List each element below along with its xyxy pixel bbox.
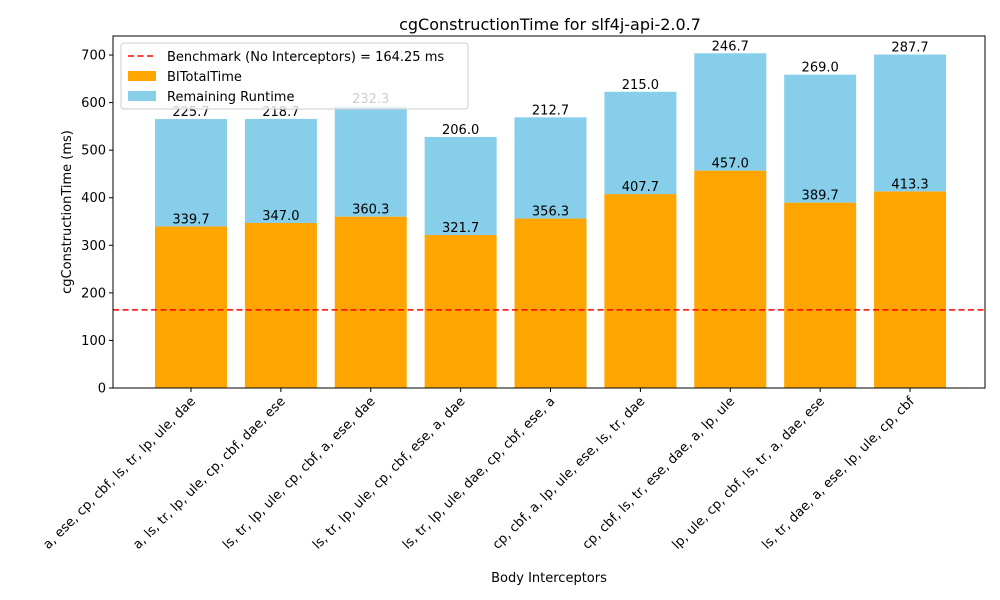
data-label-remaining-runtime: 246.7 [712, 39, 749, 54]
y-tick-label: 500 [81, 144, 106, 159]
legend-frame [120, 42, 469, 110]
data-label-bitotaltime: 339.7 [172, 212, 209, 227]
legend-label-bitotaltime: BITotalTime [167, 70, 242, 85]
bar-bitotaltime [155, 226, 227, 388]
data-label-remaining-runtime: 269.0 [802, 61, 839, 76]
data-label-bitotaltime: 347.0 [262, 209, 299, 224]
data-label-bitotaltime: 321.7 [442, 221, 479, 236]
chart-title: cgConstructionTime for slf4j-api-2.0.7 [399, 15, 701, 34]
bar-remaining-runtime [604, 91, 677, 195]
legend-swatch-remaining-runtime [128, 91, 156, 101]
bar-bitotaltime [514, 218, 587, 388]
y-tick-label: 200 [81, 286, 106, 301]
data-label-remaining-runtime: 212.7 [532, 103, 569, 118]
bar-remaining-runtime [784, 74, 857, 203]
data-label-bitotaltime: 457.0 [712, 157, 749, 172]
bar-bitotaltime [334, 216, 407, 388]
bar-bitotaltime [874, 191, 947, 388]
y-tick-label: 600 [81, 96, 106, 111]
y-tick-label: 100 [81, 334, 106, 349]
y-tick-label: 400 [81, 191, 106, 206]
bar-remaining-runtime [244, 118, 317, 223]
legend-label-remaining-runtime: Remaining Runtime [167, 90, 294, 105]
data-label-bitotaltime: 407.7 [622, 180, 659, 195]
data-label-bitotaltime: 356.3 [532, 205, 569, 220]
bar-remaining-runtime [874, 54, 947, 192]
data-label-bitotaltime: 389.7 [802, 189, 839, 204]
bar-bitotaltime [784, 202, 857, 388]
bars-group [155, 53, 947, 388]
bar-bitotaltime [424, 234, 497, 388]
data-label-bitotaltime: 360.3 [352, 203, 389, 218]
bar-bitotaltime [244, 222, 317, 388]
legend: Benchmark (No Interceptors) = 164.25 ms B… [120, 42, 469, 110]
legend-label-benchmark: Benchmark (No Interceptors) = 164.25 ms [167, 50, 444, 65]
legend-swatch-bitotaltime [128, 71, 156, 81]
bar-bitotaltime [604, 194, 677, 388]
y-tick-label: 0 [98, 382, 106, 397]
data-label-remaining-runtime: 215.0 [622, 78, 659, 93]
y-axis: 0 100 200 300 400 500 600 700 [81, 49, 113, 397]
y-tick-label: 700 [81, 49, 106, 64]
data-label-remaining-runtime: 287.7 [891, 41, 928, 56]
bar-remaining-runtime [424, 136, 497, 235]
data-label-bitotaltime: 413.3 [891, 177, 928, 192]
bar-remaining-runtime [514, 117, 587, 219]
plot-frame [112, 35, 986, 389]
bar-remaining-runtime [334, 106, 407, 217]
bar-remaining-runtime [155, 119, 227, 227]
bar-remaining-runtime [694, 53, 767, 171]
x-axis-label: Body Interceptors [491, 571, 607, 586]
bar-bitotaltime [694, 170, 767, 388]
data-label-remaining-runtime: 206.0 [442, 123, 479, 138]
y-axis-label: cgConstructionTime (ms) [60, 130, 75, 294]
y-tick-label: 300 [81, 239, 106, 254]
